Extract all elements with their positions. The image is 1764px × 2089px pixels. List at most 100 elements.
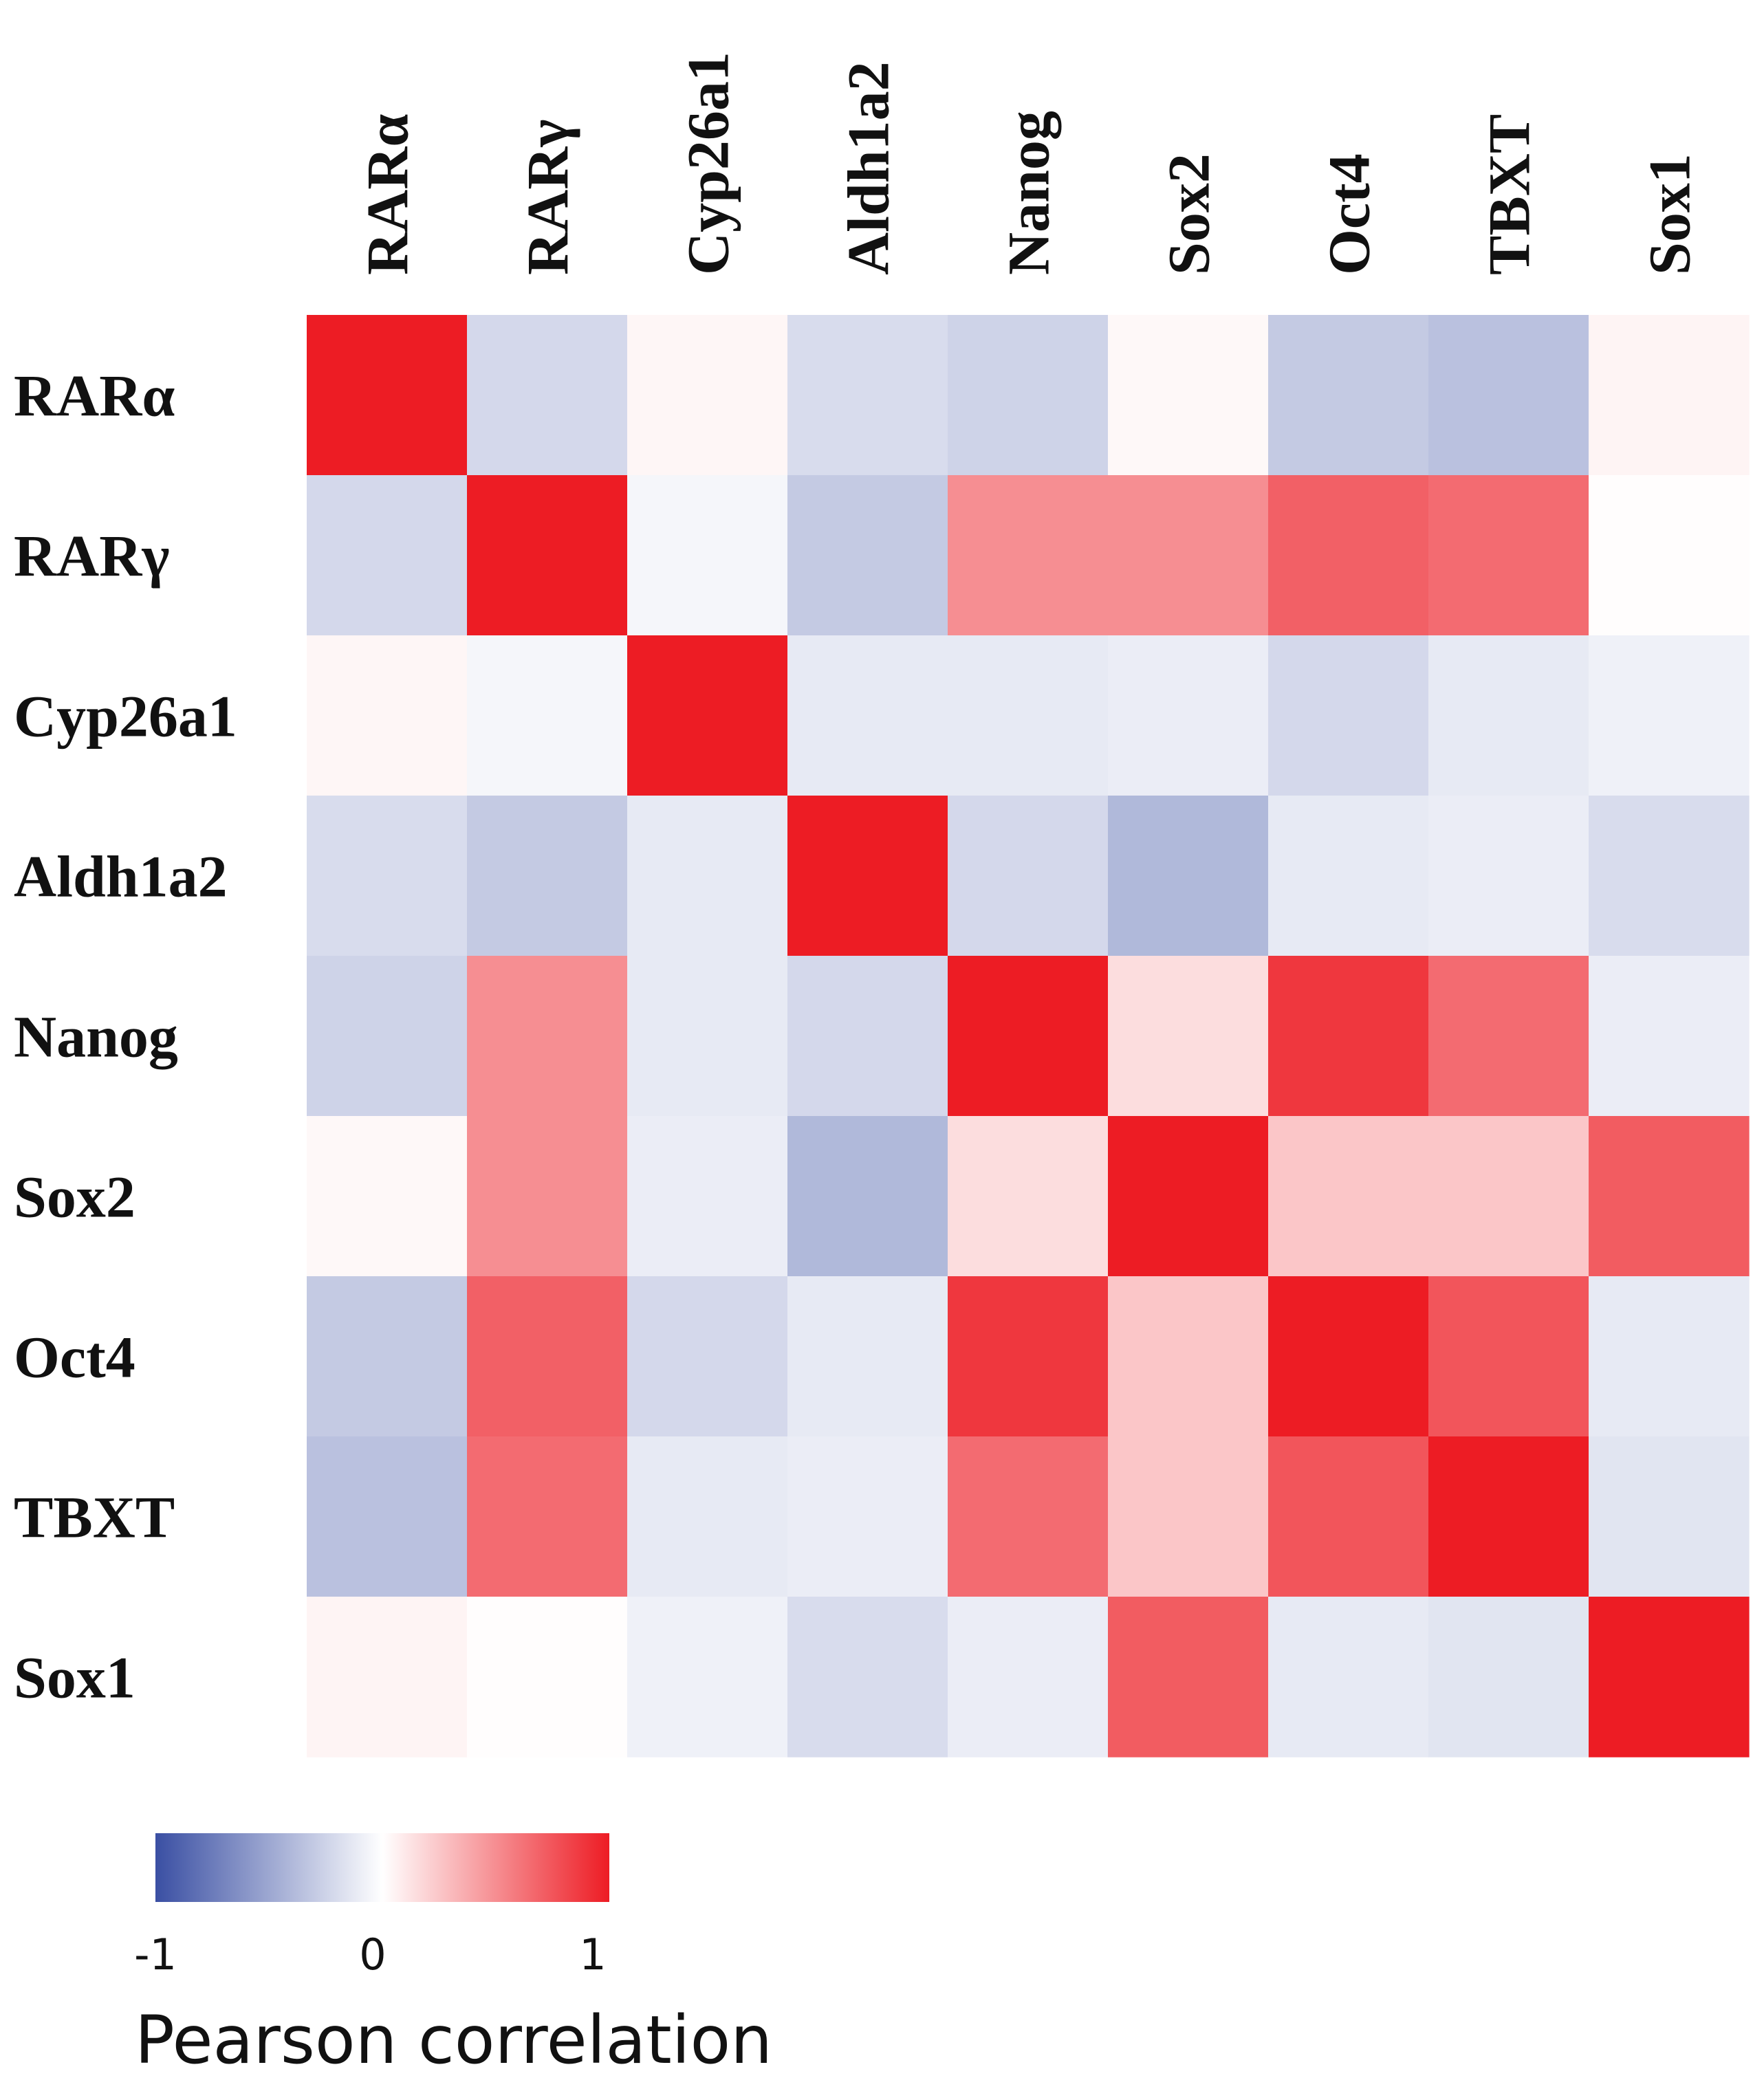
heatmap-cell: [627, 796, 788, 956]
heatmap-cell: [1268, 475, 1429, 636]
heatmap-cell: [787, 1276, 948, 1437]
heatmap-cell: [948, 1116, 1109, 1277]
heatmap-cell: [307, 315, 468, 476]
heatmap-cell: [1589, 1116, 1750, 1277]
colorbar-title: Pearson correlation: [135, 2002, 772, 2079]
heatmap-cell: [1589, 1276, 1750, 1437]
heatmap-cell: [1268, 796, 1429, 956]
row-label: Sox2: [14, 1164, 135, 1230]
heatmap-cell: [787, 956, 948, 1117]
heatmap-cell: [627, 1116, 788, 1277]
heatmap-cell: [307, 1276, 468, 1437]
heatmap-cell: [307, 956, 468, 1117]
heatmap-cell: [307, 635, 468, 796]
heatmap-cells: [307, 315, 1750, 1758]
heatmap-cell: [307, 796, 468, 956]
colorbar: [155, 1833, 609, 1902]
heatmap-cell: [787, 475, 948, 636]
column-label: Nanog: [996, 111, 1062, 275]
heatmap-cell: [627, 1276, 788, 1437]
heatmap-cell: [1589, 635, 1750, 796]
heatmap-cell: [1589, 1597, 1750, 1758]
heatmap-cell: [1108, 475, 1269, 636]
row-label: TBXT: [14, 1485, 175, 1551]
heatmap-cell: [467, 315, 628, 476]
heatmap-cell: [627, 1597, 788, 1758]
column-label: Cyp26a1: [675, 52, 741, 275]
heatmap-cell: [1428, 475, 1589, 636]
heatmap-cell: [1108, 1276, 1269, 1437]
heatmap-cell: [467, 1276, 628, 1437]
heatmap-cell: [1268, 635, 1429, 796]
heatmap-cell: [1268, 1597, 1429, 1758]
heatmap-cell: [1589, 475, 1750, 636]
colorbar-tick-label: 1: [579, 1929, 606, 1980]
heatmap-cell: [627, 1436, 788, 1597]
heatmap-cell: [1589, 796, 1750, 956]
heatmap-cell: [467, 796, 628, 956]
row-label: Aldh1a2: [14, 844, 228, 910]
row-labels: RARα RARγ Cyp26a1 Aldh1a2 Nanog Sox2 Oct4 TBXT S…: [14, 363, 237, 1711]
row-label: Cyp26a1: [14, 683, 237, 750]
heatmap-cell: [1428, 1436, 1589, 1597]
heatmap-cell: [1108, 635, 1269, 796]
heatmap-cell: [1108, 796, 1269, 956]
row-label: RARγ: [14, 523, 170, 589]
heatmap-cell: [1428, 1276, 1589, 1437]
heatmap-cell: [948, 1597, 1109, 1758]
heatmap-cell: [787, 796, 948, 956]
heatmap-cell: [948, 475, 1109, 636]
row-label: RARα: [14, 363, 175, 429]
heatmap-cell: [1108, 1597, 1269, 1758]
heatmap-cell: [948, 796, 1109, 956]
heatmap-cell: [627, 956, 788, 1117]
heatmap-cell: [467, 1436, 628, 1597]
column-label: RARγ: [515, 119, 581, 275]
heatmap-cell: [627, 475, 788, 636]
heatmap-cell: [787, 1597, 948, 1758]
color-legend: -1 0 1 Pearson correlation: [134, 1833, 772, 2079]
heatmap-cell: [1108, 956, 1269, 1117]
heatmap-cell: [1268, 956, 1429, 1117]
heatmap-cell: [467, 956, 628, 1117]
heatmap-cell: [1428, 1597, 1589, 1758]
heatmap-cell: [948, 635, 1109, 796]
column-label: RARα: [355, 114, 421, 275]
heatmap-cell: [787, 315, 948, 476]
column-label: Sox1: [1637, 153, 1703, 275]
heatmap-cell: [948, 315, 1109, 476]
heatmap-cell: [1589, 956, 1750, 1117]
heatmap-cell: [627, 635, 788, 796]
column-label: Sox2: [1156, 153, 1222, 275]
heatmap-cell: [467, 1116, 628, 1277]
heatmap-cell: [1108, 315, 1269, 476]
heatmap-cell: [1589, 315, 1750, 476]
heatmap-cell: [1268, 315, 1429, 476]
heatmap-cell: [627, 315, 788, 476]
heatmap-cell: [1428, 1116, 1589, 1277]
heatmap-cell: [1428, 956, 1589, 1117]
heatmap-cell: [1268, 1116, 1429, 1277]
column-label: Aldh1a2: [836, 61, 902, 275]
heatmap-cell: [1428, 315, 1589, 476]
heatmap-cell: [1268, 1276, 1429, 1437]
heatmap-cell: [467, 1597, 628, 1758]
row-label: Nanog: [14, 1004, 178, 1070]
row-label: Oct4: [14, 1324, 135, 1390]
column-label: Oct4: [1316, 153, 1382, 275]
heatmap-cell: [307, 1597, 468, 1758]
heatmap-cell: [1428, 796, 1589, 956]
heatmap-cell: [1108, 1116, 1269, 1277]
column-label: TBXT: [1477, 114, 1543, 275]
heatmap-cell: [307, 475, 468, 636]
heatmap-cell: [467, 475, 628, 636]
heatmap-cell: [787, 635, 948, 796]
heatmap-cell: [307, 1436, 468, 1597]
colorbar-tick-label: 0: [359, 1929, 386, 1980]
heatmap-cell: [948, 956, 1109, 1117]
heatmap-cell: [1268, 1436, 1429, 1597]
heatmap-cell: [1428, 635, 1589, 796]
heatmap-cell: [787, 1436, 948, 1597]
row-label: Sox1: [14, 1645, 135, 1711]
